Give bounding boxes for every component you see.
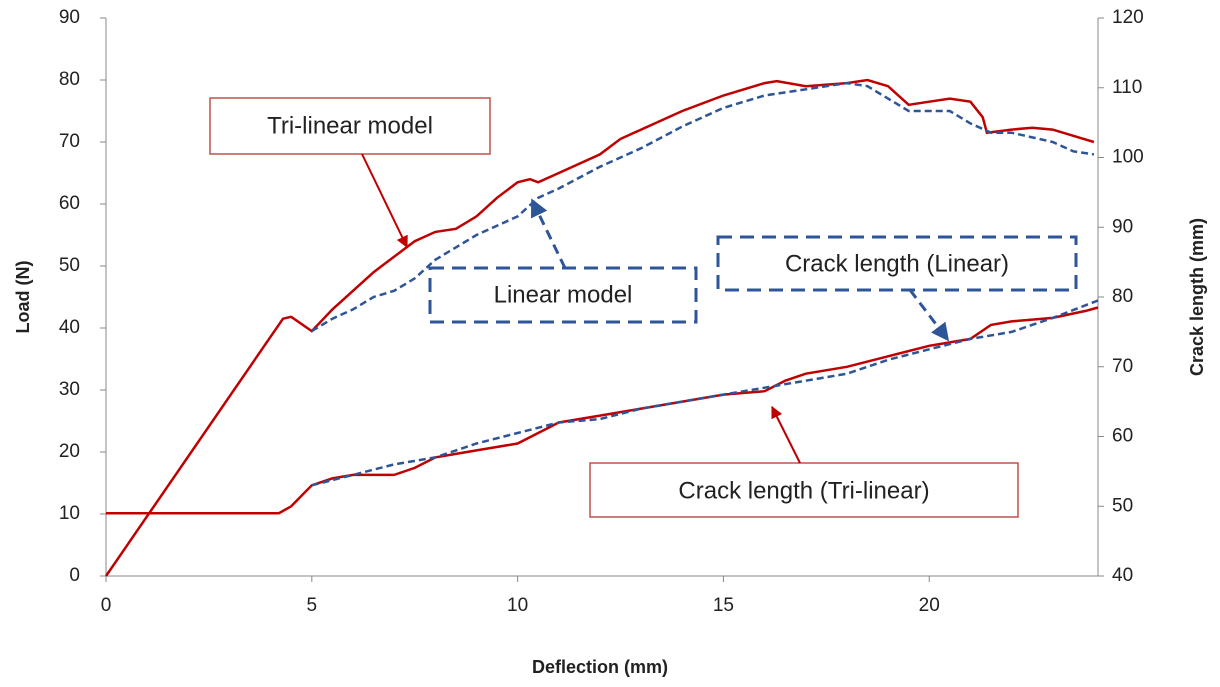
annotation: Crack length (Linear) (785, 250, 1009, 277)
annotation: Linear model (494, 281, 633, 308)
y-tick-label: 0 (69, 565, 80, 586)
series-line (311, 299, 1099, 487)
annotation: Crack length (Tri-linear) (678, 477, 929, 504)
annotation-box (209, 97, 491, 155)
x-tick-label: 10 (507, 595, 528, 616)
series-line (104, 78, 1095, 577)
y2-axis-title: Crack length (mm) (1187, 218, 1207, 376)
annotation-arrow (908, 289, 950, 342)
x-tick-label: 15 (713, 595, 734, 616)
annotation-arrow (361, 153, 408, 249)
y-tick-label: 20 (59, 441, 80, 462)
y-axis-title: Load (N) (13, 261, 33, 334)
y2-tick-label: 40 (1112, 565, 1133, 586)
y-tick-label: 90 (59, 7, 80, 28)
y-tick-label: 60 (59, 193, 80, 214)
y2-tick-label: 110 (1112, 77, 1142, 98)
y-tick-label: 50 (59, 255, 80, 276)
y2-tick-label: 80 (1112, 286, 1133, 307)
y-tick-label: 10 (59, 503, 80, 524)
annotation-arrow (771, 405, 801, 464)
y-tick-label: 80 (59, 69, 80, 90)
x-tick-label: 20 (919, 595, 940, 616)
y-tick-label: 40 (59, 317, 80, 338)
y-tick-label: 70 (59, 131, 80, 152)
y2-tick-label: 50 (1112, 495, 1133, 516)
annotation-arrow (530, 198, 567, 269)
y2-tick-label: 100 (1112, 147, 1144, 168)
annotation-box (716, 235, 1078, 292)
y2-tick-label: 90 (1112, 216, 1133, 237)
x-tick-label: 5 (307, 595, 318, 616)
annotations: Tri-linear model Linear model Crack leng… (209, 97, 1078, 518)
y2-tick-label: 70 (1112, 356, 1133, 377)
series-line (311, 81, 1095, 333)
x-axis-title: Deflection (mm) (532, 657, 668, 677)
annotation-box (428, 266, 698, 324)
annotation-box (589, 462, 1019, 518)
x-tick-label: 0 (101, 595, 112, 616)
y2-tick-label: 60 (1112, 426, 1133, 447)
annotation: Tri-linear model (267, 112, 433, 139)
y2-tick-label: 120 (1112, 7, 1144, 28)
y-tick-label: 30 (59, 379, 80, 400)
